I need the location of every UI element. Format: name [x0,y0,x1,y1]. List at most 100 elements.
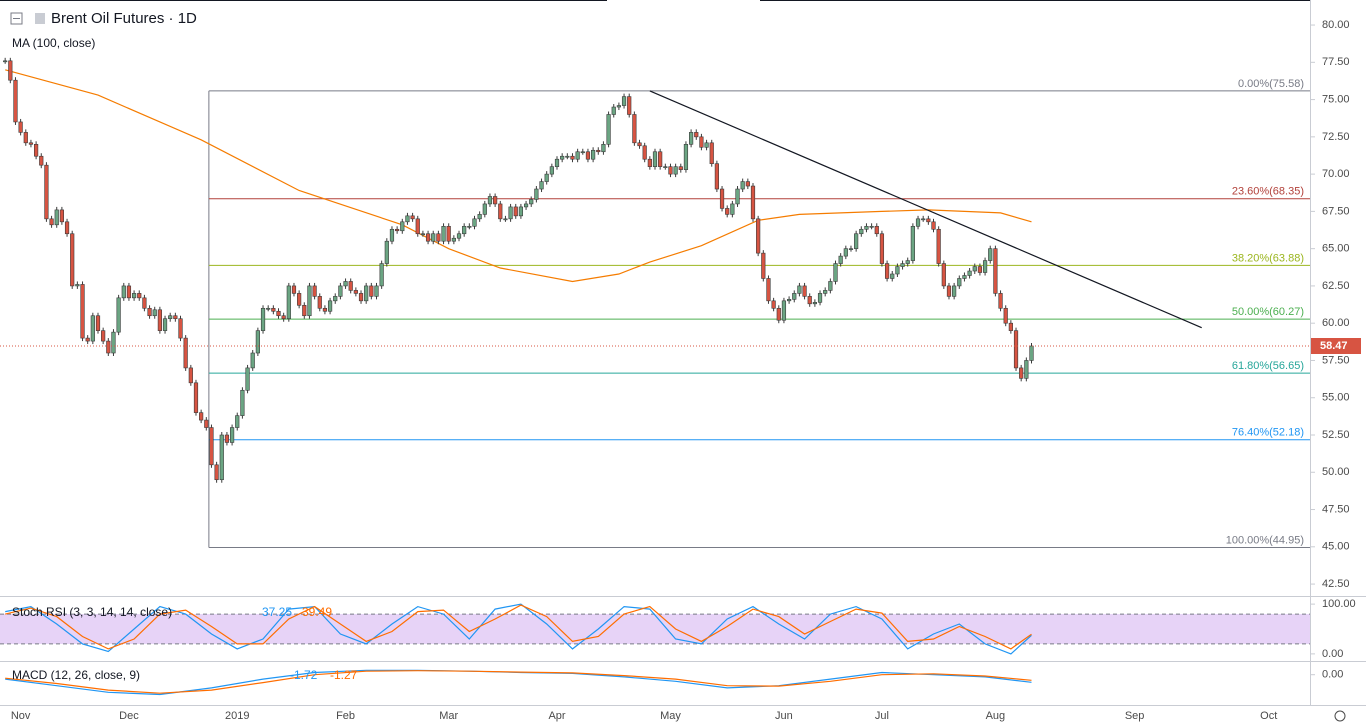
candle [823,290,828,294]
candle [740,181,745,190]
candle [988,248,993,261]
stoch-d-value: 39.49 [302,605,332,619]
candle [982,260,988,273]
candle [224,434,230,443]
candle [312,285,317,297]
candle [482,203,487,215]
candle [384,240,389,264]
candle [44,164,49,220]
settings-icon[interactable] [1334,710,1346,722]
candle [591,149,596,160]
candle [487,196,493,205]
candle [766,278,771,302]
candle [539,181,544,190]
candle [606,114,611,145]
candle [54,209,59,226]
candle [307,285,312,317]
candle [663,166,668,168]
last-price-label: 58.47 [1320,340,1348,352]
candle [389,228,395,242]
candle [173,315,178,320]
trendline [649,90,1202,329]
candle [776,307,781,321]
candle [632,114,637,144]
candle [544,173,549,182]
candle [673,166,678,175]
candle [735,188,740,205]
indicator-label: MA (100, close) [12,36,95,50]
candle [137,293,142,299]
candle [420,233,426,236]
candle [879,233,885,264]
candle [28,142,34,145]
candle [95,315,101,331]
candle [90,315,95,342]
y-tick-label: 57.50 [1322,354,1350,366]
y-tick-label: 45.00 [1322,541,1350,553]
candle [121,285,126,299]
candle [817,293,823,303]
candle [529,199,534,205]
y-tick-label: 65.00 [1322,243,1350,255]
candle [977,266,983,273]
candle [843,248,848,257]
candle [725,208,730,215]
candle [131,293,137,299]
candle [405,215,410,223]
candle [523,203,529,208]
candle [266,307,271,310]
candle [322,307,328,312]
x-tick-label: Nov [11,710,31,722]
candle [425,233,431,242]
candle [441,225,446,242]
candle [80,284,85,339]
x-tick-label: May [660,710,681,722]
candle [358,293,364,302]
candle [1013,330,1019,369]
y-tick-label: 77.50 [1322,56,1350,68]
candle [477,214,482,220]
candle [467,225,472,228]
candle [761,252,766,279]
candle [730,203,735,215]
candle [157,309,162,331]
candle [353,290,358,294]
candle [436,233,441,242]
candle [472,218,477,227]
candle [364,285,369,302]
candle [281,315,286,320]
fib-label: 38.20%(63.88) [1232,252,1304,264]
y-tick-label: 52.50 [1322,429,1350,441]
candle [260,307,266,331]
candle [714,163,719,190]
collapse-icon[interactable] [10,12,23,25]
candle [621,96,627,106]
candle [554,158,560,167]
y-tick-label: 75.00 [1322,93,1350,105]
candle [106,340,111,354]
candle [931,221,936,230]
candle [962,275,967,279]
candle [111,331,116,354]
candle [276,310,281,317]
candle [570,155,575,160]
y-tick-label: 70.00 [1322,168,1350,180]
x-tick-label: Sep [1125,710,1145,722]
candle [343,281,348,287]
y-tick-label: 60.00 [1322,317,1350,329]
candle [683,144,689,170]
fib-label: 50.00%(60.27) [1232,306,1304,318]
candle [1024,360,1029,379]
candle [719,188,725,209]
y-tick-label: 47.50 [1322,503,1350,515]
candle [503,218,508,221]
fib-label: 61.80%(56.65) [1232,360,1304,372]
candle [781,300,787,321]
candle [709,142,714,164]
candle [575,151,580,160]
candle [802,285,807,297]
candle [967,270,972,276]
candle [126,285,132,299]
candle [797,285,802,294]
candle [946,285,952,297]
